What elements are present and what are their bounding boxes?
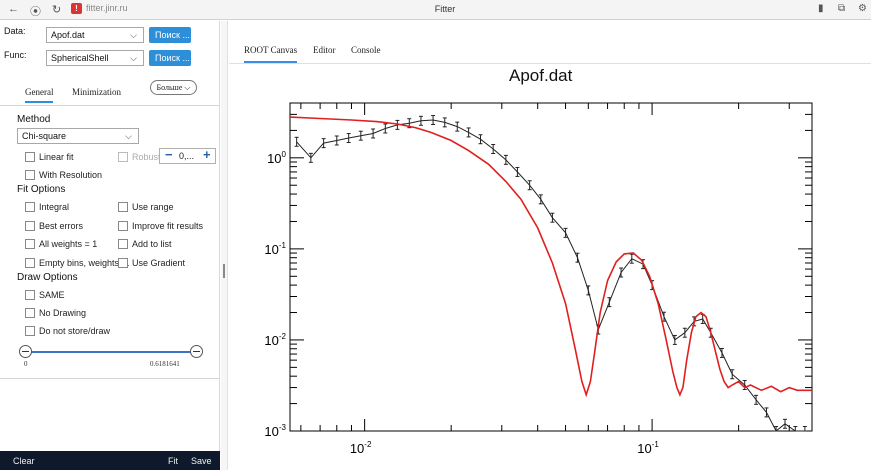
y-tick-label: 10-1 xyxy=(264,241,286,257)
tab-minimization[interactable]: Minimization xyxy=(72,87,121,97)
slider-max-value: 0.6181641 xyxy=(150,360,180,368)
y-tick-label: 10-2 xyxy=(264,332,286,348)
warning-icon[interactable]: ! xyxy=(71,3,82,14)
all-weights-checkbox[interactable] xyxy=(25,239,35,249)
range-slider-track[interactable] xyxy=(26,351,196,353)
robust-label: Robust xyxy=(132,152,161,162)
no-drawing-checkbox[interactable] xyxy=(25,308,35,318)
method-select[interactable]: Chi-square ⌵ xyxy=(17,128,139,144)
plot-frame xyxy=(289,102,813,432)
use-range-checkbox[interactable] xyxy=(118,202,128,212)
minus-icon[interactable]: − xyxy=(165,147,173,162)
y-tick-label: 10-3 xyxy=(264,423,286,439)
slider-min-value: 0 xyxy=(24,360,28,368)
more-button-label: Больше xyxy=(156,83,183,92)
range-slider-max-handle[interactable] xyxy=(190,345,203,358)
all-weights-label: All weights = 1 xyxy=(39,239,98,249)
tab-general[interactable]: General xyxy=(25,87,54,103)
no-drawing-label: No Drawing xyxy=(39,308,87,318)
chevron-down-icon: ⌵ xyxy=(125,131,132,141)
best-errors-label: Best errors xyxy=(39,221,84,231)
tab-root-canvas[interactable]: ROOT Canvas xyxy=(244,45,298,63)
robust-checkbox[interactable] xyxy=(118,152,128,162)
x-tick-label: 10-1 xyxy=(637,440,659,456)
tab-editor[interactable]: Editor xyxy=(313,45,336,55)
integral-checkbox[interactable] xyxy=(25,202,35,212)
method-select-value: Chi-square xyxy=(22,131,67,141)
add-to-list-checkbox[interactable] xyxy=(118,239,128,249)
more-button[interactable]: Больше ⌵ xyxy=(150,80,197,95)
robust-stepper[interactable]: − 0,... + xyxy=(159,148,216,164)
y-tick-label: 100 xyxy=(267,150,286,166)
divider xyxy=(0,378,219,379)
do-not-store-checkbox[interactable] xyxy=(25,326,35,336)
shield-icon[interactable]: ⦿ xyxy=(30,6,41,18)
use-gradient-label: Use Gradient xyxy=(132,258,186,268)
divider xyxy=(0,105,219,106)
fit-options-title: Fit Options xyxy=(17,184,66,195)
reload-icon[interactable]: ↻ xyxy=(52,4,62,16)
extensions-icon[interactable]: ⚙ xyxy=(858,3,867,14)
func-select[interactable]: SphericalShell ⌵ xyxy=(46,50,144,66)
func-select-value: SphericalShell xyxy=(51,53,109,63)
method-title: Method xyxy=(17,114,51,125)
with-resolution-checkbox[interactable] xyxy=(25,170,35,180)
plot-title: Apof.dat xyxy=(509,66,573,85)
data-select-value: Apof.dat xyxy=(51,30,85,40)
fit-button[interactable]: Fit xyxy=(168,456,178,466)
integral-label: Integral xyxy=(39,202,70,212)
splitter-grip-icon[interactable] xyxy=(223,264,225,278)
empty-bins-label: Empty bins, weights=1 xyxy=(39,258,130,268)
back-icon[interactable]: ← xyxy=(8,3,19,15)
canvas-area: ROOT Canvas Editor Console Apof.dat 10-2… xyxy=(229,21,871,470)
fit-plot[interactable]: 10-2 10-1 100 10-1 10-2 10-3 xyxy=(264,95,847,470)
fit-curve xyxy=(289,116,812,398)
same-label: SAME xyxy=(39,290,65,300)
clear-button[interactable]: Clear xyxy=(13,456,35,466)
func-label: Func: xyxy=(4,50,27,60)
data-curve xyxy=(296,119,805,432)
action-bar: Clear Fit Save xyxy=(0,451,220,470)
chevron-down-icon: ⌵ xyxy=(130,53,137,63)
draw-options-title: Draw Options xyxy=(17,272,78,283)
browser-toolbar: ← ⦿ ↻ ! fitter.jinr.ru Fitter ▮ ⧉ ⚙ xyxy=(0,0,871,20)
use-range-label: Use range xyxy=(132,202,174,212)
improve-fit-checkbox[interactable] xyxy=(118,221,128,231)
use-gradient-checkbox[interactable] xyxy=(118,258,128,268)
robust-value: 0,... xyxy=(179,151,195,161)
bookmark-icon[interactable]: ▮ xyxy=(818,3,824,14)
x-tick-label: 10-2 xyxy=(350,440,372,456)
best-errors-checkbox[interactable] xyxy=(25,221,35,231)
reader-icon[interactable]: ⧉ xyxy=(838,3,846,14)
chevron-down-icon: ⌵ xyxy=(130,30,137,40)
tab-console[interactable]: Console xyxy=(351,45,381,55)
func-search-button[interactable]: Поиск ... xyxy=(149,50,191,66)
plus-icon[interactable]: + xyxy=(203,147,211,162)
save-button[interactable]: Save xyxy=(191,456,212,466)
divider xyxy=(229,63,871,64)
same-checkbox[interactable] xyxy=(25,290,35,300)
data-search-button[interactable]: Поиск ... xyxy=(149,27,191,43)
do-not-store-label: Do not store/draw xyxy=(39,326,111,336)
linear-fit-label: Linear fit xyxy=(39,152,74,162)
add-to-list-label: Add to list xyxy=(132,239,172,249)
range-slider-min-handle[interactable] xyxy=(19,345,32,358)
linear-fit-checkbox[interactable] xyxy=(25,152,35,162)
data-select[interactable]: Apof.dat ⌵ xyxy=(46,27,144,43)
empty-bins-checkbox[interactable] xyxy=(25,258,35,268)
fit-settings-panel: Data: Apof.dat ⌵ Поиск ... Func: Spheric… xyxy=(0,21,220,470)
data-label: Data: xyxy=(4,26,26,36)
with-resolution-label: With Resolution xyxy=(39,170,103,180)
address-bar[interactable]: fitter.jinr.ru xyxy=(86,3,128,13)
improve-fit-label: Improve fit results xyxy=(132,221,204,231)
window-title: Fitter xyxy=(434,4,456,14)
panel-splitter[interactable] xyxy=(221,21,228,470)
